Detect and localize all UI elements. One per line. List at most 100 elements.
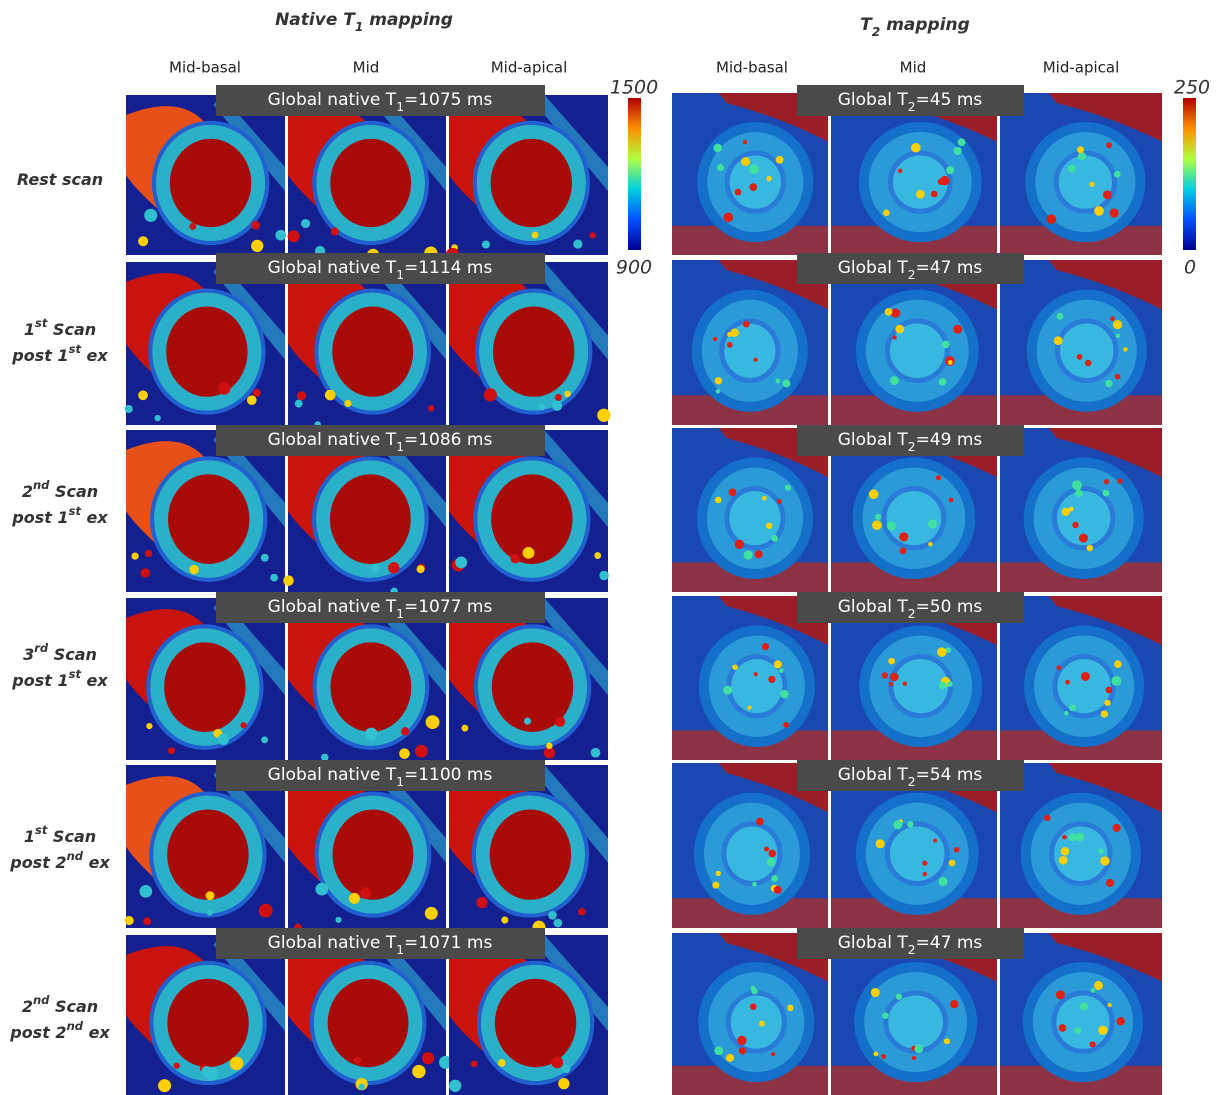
speck [747, 706, 751, 710]
speck [881, 1054, 886, 1059]
speck [1087, 545, 1093, 551]
speck [938, 877, 947, 886]
speck [1074, 1027, 1081, 1034]
text-part: =1114 ms [404, 258, 492, 278]
text-part: ex [83, 853, 110, 872]
speck [415, 745, 428, 758]
speck [954, 147, 962, 155]
speck [729, 488, 737, 496]
speck [253, 389, 261, 397]
speck [1113, 320, 1122, 329]
speck [946, 166, 954, 174]
speck [511, 554, 521, 564]
row-label: 2nd Scan [22, 478, 98, 501]
speck [1117, 1017, 1125, 1025]
text-part: post 1 [11, 508, 68, 527]
speck [138, 236, 148, 246]
column-label: Mid [353, 59, 380, 77]
speck [251, 240, 263, 252]
speck [890, 673, 898, 681]
speck [716, 389, 721, 394]
speck [1064, 711, 1069, 716]
speck [1111, 676, 1121, 686]
speck [928, 542, 932, 546]
speck [422, 1052, 434, 1064]
speck [1061, 847, 1069, 855]
speck [762, 643, 769, 650]
speck [1100, 856, 1109, 865]
speck [717, 164, 724, 171]
scale-min: 900 [616, 257, 652, 279]
subscript: 2 [908, 943, 916, 957]
speck [1094, 981, 1103, 990]
mri-panel [1000, 93, 1162, 255]
speck [555, 394, 562, 401]
speck [949, 860, 956, 867]
speck [907, 821, 914, 828]
speck [949, 498, 954, 503]
global-value: Global native T1=1077 ms [268, 597, 493, 621]
speck [890, 376, 899, 385]
speck [787, 1005, 793, 1011]
global-value: Global native T1=1071 ms [268, 933, 493, 957]
speck [261, 736, 268, 743]
text-part: =1071 ms [404, 933, 492, 953]
text-part: 1 [24, 827, 35, 846]
speck [412, 1065, 425, 1078]
speck [1106, 879, 1114, 887]
speck [785, 485, 791, 491]
text-part: =49 ms [916, 430, 983, 450]
section-title: Native T1 mapping [275, 10, 453, 34]
speck [261, 554, 269, 562]
speck [1047, 214, 1057, 224]
speck [735, 189, 742, 196]
text-part: mapping [363, 10, 453, 30]
text-part: Global T [838, 90, 909, 110]
text-part: 2 [22, 482, 33, 501]
speck [360, 887, 371, 898]
speck [783, 722, 789, 728]
speck [1116, 333, 1121, 338]
speck [873, 1051, 878, 1056]
speck [428, 405, 434, 411]
speck [594, 552, 601, 559]
speck [1098, 849, 1103, 854]
speck [900, 548, 907, 555]
myocardium [161, 467, 256, 571]
speck [145, 550, 152, 557]
speck [1089, 182, 1094, 187]
speck [774, 660, 782, 668]
speck [937, 647, 946, 656]
speck [1065, 680, 1070, 685]
lv [887, 824, 947, 883]
column-label: Mid-basal [169, 59, 241, 77]
speck [752, 882, 757, 887]
speck [297, 391, 306, 400]
speck [939, 682, 946, 689]
text-part: Global native T [268, 597, 397, 617]
speck [958, 138, 966, 146]
speck [1062, 508, 1070, 516]
speck [780, 690, 788, 698]
speck [154, 415, 160, 421]
speck [573, 240, 582, 249]
subscript: 2 [908, 440, 916, 454]
mri-panel [672, 93, 828, 255]
text-part: Scan [49, 482, 98, 501]
speck [321, 754, 329, 762]
page: { "rows": [ [[{"t": "Rest scan"}]], [[{"… [0, 0, 1217, 1095]
text-part: mapping [880, 15, 970, 35]
speck [125, 916, 134, 925]
speck [189, 223, 196, 230]
speck [524, 718, 531, 725]
speck [125, 405, 133, 413]
speck [476, 897, 487, 908]
speck [727, 332, 732, 337]
speck [1072, 480, 1082, 490]
superscript: st [69, 342, 82, 356]
speck [558, 1078, 569, 1089]
text-part: =1100 ms [404, 765, 492, 785]
global-value: Global native T1=1100 ms [268, 765, 493, 789]
text-part: Scan [49, 997, 98, 1016]
speck [950, 1000, 958, 1008]
